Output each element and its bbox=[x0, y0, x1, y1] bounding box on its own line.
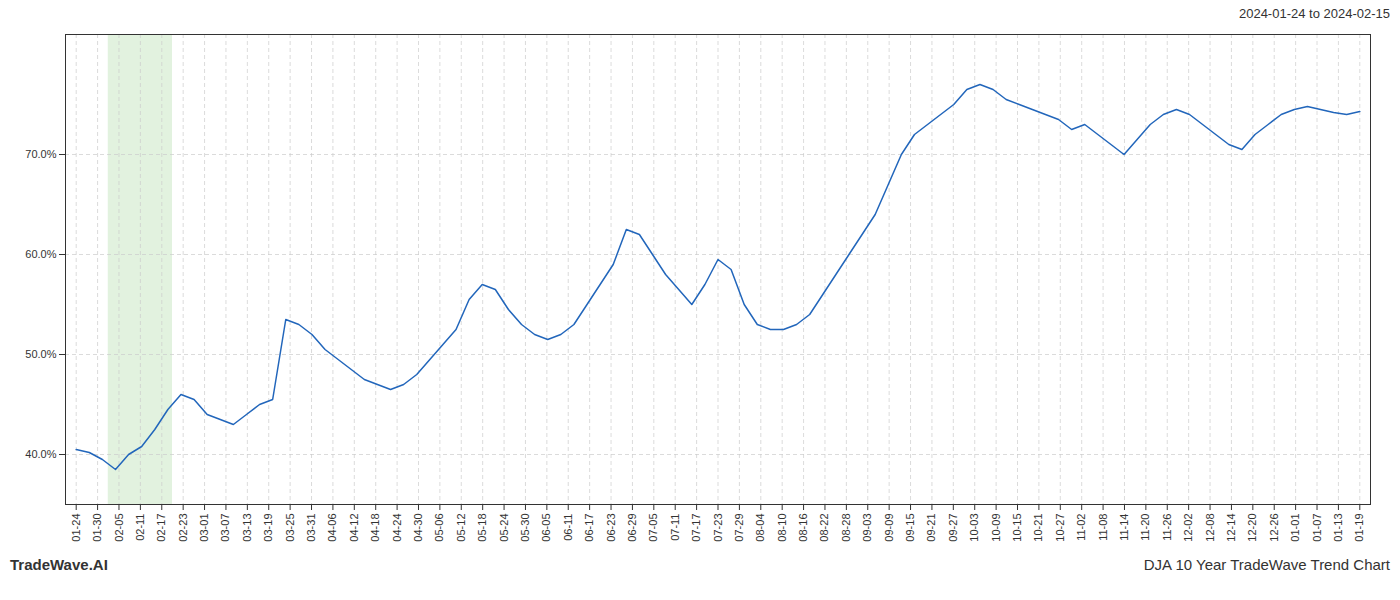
svg-text:05-30: 05-30 bbox=[519, 514, 531, 542]
svg-text:06-17: 06-17 bbox=[583, 514, 595, 542]
svg-text:09-15: 09-15 bbox=[904, 514, 916, 542]
svg-text:04-18: 04-18 bbox=[369, 514, 381, 542]
svg-text:01-01: 01-01 bbox=[1289, 514, 1301, 542]
html-text:TradeWave.AI: TradeWave.AI bbox=[10, 556, 108, 573]
svg-text:01-19: 01-19 bbox=[1353, 514, 1365, 542]
svg-text:08-04: 08-04 bbox=[754, 514, 766, 542]
svg-text:02-23: 02-23 bbox=[177, 514, 189, 542]
svg-text:12-08: 12-08 bbox=[1204, 514, 1216, 542]
svg-text:04-30: 04-30 bbox=[412, 514, 424, 542]
svg-text:06-05: 06-05 bbox=[540, 514, 552, 542]
svg-text:09-09: 09-09 bbox=[883, 514, 895, 542]
svg-text:10-15: 10-15 bbox=[1011, 514, 1023, 542]
svg-text:06-23: 06-23 bbox=[605, 514, 617, 542]
svg-text:08-16: 08-16 bbox=[797, 514, 809, 542]
svg-text:60.0%: 60.0% bbox=[25, 248, 56, 260]
svg-text:11-26: 11-26 bbox=[1161, 514, 1173, 541]
svg-text:10-21: 10-21 bbox=[1032, 514, 1044, 542]
svg-text:11-08: 11-08 bbox=[1097, 514, 1109, 541]
svg-text:50.0%: 50.0% bbox=[25, 348, 56, 360]
svg-text:03-19: 03-19 bbox=[262, 514, 274, 542]
svg-text:11-14: 11-14 bbox=[1118, 514, 1130, 541]
svg-text:03-01: 03-01 bbox=[198, 514, 210, 542]
svg-text:07-11: 07-11 bbox=[669, 514, 681, 541]
svg-text:09-27: 09-27 bbox=[947, 514, 959, 542]
svg-text:03-25: 03-25 bbox=[284, 514, 296, 542]
svg-text:10-27: 10-27 bbox=[1054, 514, 1066, 542]
svg-text:11-20: 11-20 bbox=[1139, 514, 1151, 541]
svg-text:11-02: 11-02 bbox=[1075, 514, 1087, 541]
svg-text:06-29: 06-29 bbox=[626, 514, 638, 542]
svg-text:10-03: 10-03 bbox=[968, 514, 980, 542]
svg-text:12-26: 12-26 bbox=[1268, 514, 1280, 542]
svg-text:04-24: 04-24 bbox=[391, 514, 403, 542]
svg-text:02-05: 02-05 bbox=[113, 514, 125, 542]
svg-text:70.0%: 70.0% bbox=[25, 148, 56, 160]
svg-text:07-05: 07-05 bbox=[647, 514, 659, 542]
html-text:2024-01-24 to 2024-02-15: 2024-01-24 to 2024-02-15 bbox=[1238, 6, 1390, 21]
html-text:DJA 10 Year TradeWave Trend Ch: DJA 10 Year TradeWave Trend Chart bbox=[1143, 556, 1390, 573]
svg-text:07-29: 07-29 bbox=[733, 514, 745, 542]
svg-text:02-17: 02-17 bbox=[155, 514, 167, 542]
svg-text:01-24: 01-24 bbox=[70, 514, 82, 542]
svg-text:05-12: 05-12 bbox=[455, 514, 467, 542]
svg-text:01-07: 01-07 bbox=[1311, 514, 1323, 542]
svg-text:40.0%: 40.0% bbox=[25, 448, 56, 460]
svg-text:06-11: 06-11 bbox=[562, 514, 574, 541]
svg-text:02-11: 02-11 bbox=[134, 514, 146, 541]
svg-text:05-18: 05-18 bbox=[476, 514, 488, 542]
svg-text:01-30: 01-30 bbox=[91, 514, 103, 542]
svg-text:12-14: 12-14 bbox=[1225, 514, 1237, 542]
svg-text:08-28: 08-28 bbox=[840, 514, 852, 542]
svg-text:07-23: 07-23 bbox=[712, 514, 724, 542]
svg-text:08-10: 08-10 bbox=[776, 514, 788, 542]
svg-text:03-07: 03-07 bbox=[219, 514, 231, 542]
svg-text:05-24: 05-24 bbox=[498, 514, 510, 542]
svg-text:08-22: 08-22 bbox=[818, 514, 830, 542]
svg-text:12-02: 12-02 bbox=[1182, 514, 1194, 542]
svg-text:09-21: 09-21 bbox=[925, 514, 937, 542]
svg-text:10-09: 10-09 bbox=[990, 514, 1002, 542]
svg-text:09-03: 09-03 bbox=[861, 514, 873, 542]
svg-text:12-20: 12-20 bbox=[1246, 514, 1258, 542]
svg-text:03-31: 03-31 bbox=[305, 514, 317, 542]
svg-text:07-17: 07-17 bbox=[690, 514, 702, 542]
svg-text:04-06: 04-06 bbox=[326, 514, 338, 542]
svg-text:04-12: 04-12 bbox=[348, 514, 360, 542]
svg-text:05-06: 05-06 bbox=[433, 514, 445, 542]
svg-text:01-13: 01-13 bbox=[1332, 514, 1344, 542]
svg-text:03-13: 03-13 bbox=[241, 514, 253, 542]
